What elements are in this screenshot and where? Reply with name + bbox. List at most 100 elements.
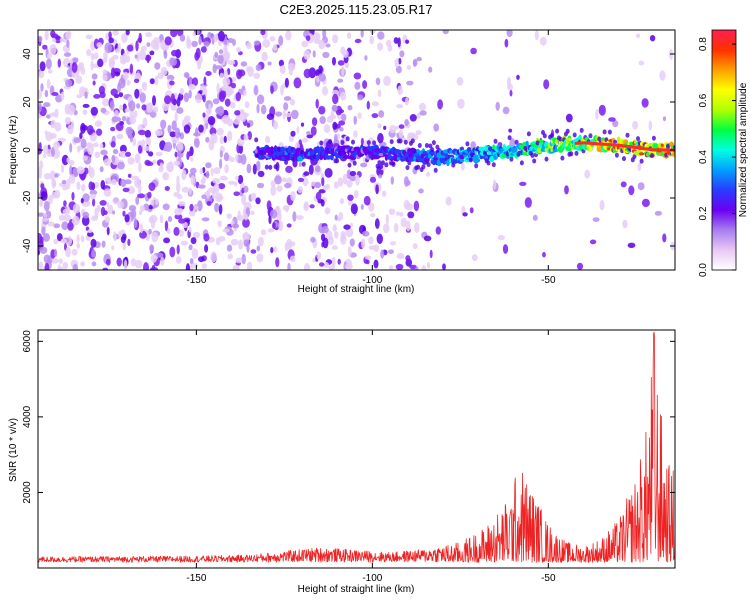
spectrogram-cell [73,137,81,144]
spectrogram-cell [63,200,67,207]
spectrogram-cell [219,158,223,169]
spectrogram-cell [174,127,181,139]
spectrogram-cell [255,197,261,205]
spectrogram-cell [38,147,43,155]
spectrogram-cell [186,151,190,161]
spectrogram-cell [240,61,248,67]
spectrogram-cell [133,217,138,228]
spectrogram-cell [410,138,415,144]
spectrogram-cell [86,125,94,135]
spectrogram-cell [112,54,119,60]
spectrogram-cell [340,140,345,146]
spectrogram-cell [56,233,63,242]
spectrogram-cell [241,194,247,206]
spectrogram-cell [507,135,512,141]
spectrogram-cell [87,144,94,156]
spectrogram-cell [206,200,212,206]
spectrogram-cell [153,37,161,46]
spectrogram-cell [49,44,57,55]
snr-y-tick-label: 6000 [22,330,33,353]
spectrogram-cell [127,157,135,165]
spectrogram-cell [104,42,112,54]
spectrogram-cell [177,141,184,151]
spectrogram-cell [104,216,111,223]
spectrogram-cell [128,100,136,112]
spectrogram-cell [139,205,145,212]
spectrogram-cell [164,220,169,232]
spectrogram-cell [243,90,247,97]
spectrogram-cell [76,234,80,244]
spectrogram-cell [117,201,125,209]
spectrogram-cell [324,207,331,215]
spectrogram-cell [387,44,393,52]
spectrogram-cell [564,185,569,195]
spectrogram-cell [203,76,207,86]
spectrogram-cell [159,162,164,170]
spectrogram-cell [94,182,99,189]
spectrogram-cell [192,77,199,87]
spectrogram-cell [428,66,433,73]
spectrogram-cell [405,165,410,171]
spectrogram-cell [100,149,108,156]
spectrogram-cell [250,249,257,254]
spectrogram-cell [404,119,409,127]
spectrogram-cell [471,254,478,261]
spectrogram-cell [468,157,473,163]
spectrogram-cell [235,92,241,102]
spectrogram-cell [278,35,284,46]
spectrogram-cell [321,225,329,234]
spectrogram-cell [303,68,311,79]
spectrogram-cell [654,210,663,216]
spectrogram-cell [483,150,487,156]
spectrogram-cell [247,131,252,140]
spectrogram-cell [218,49,224,54]
spectrogram-cell [243,134,249,141]
spectrogram-cell [138,210,143,215]
spectrogram-cell [338,212,344,221]
snr-x-tick-label: -50 [541,573,556,584]
spectrogram-y-ticks: -40 -20 0 20 40 [22,48,675,253]
spectrogram-cell [108,37,114,44]
spectrogram-cell [275,257,280,268]
spectrogram-cell [504,38,509,48]
spectrogram-cell [68,174,76,184]
spectrogram-x-tick-label: -100 [362,275,382,286]
spectrogram-cell [331,245,338,250]
spectrogram-cell [167,124,172,134]
spectrogram-cell [328,265,335,270]
spectrogram-cell [284,112,293,118]
spectrogram-cell [286,223,292,228]
spectrogram-cell [300,122,305,127]
spectrogram-cell [80,198,84,204]
spectrogram-cell [82,155,88,161]
spectrogram-cell [270,209,278,219]
spectrogram-cell [506,77,512,88]
spectrogram-cell [150,219,156,229]
spectrogram-cell [253,85,259,96]
spectrogram-cell [66,39,70,48]
spectrogram-cell [419,110,427,116]
spectrogram-cell [322,30,327,39]
spectrogram-cell [164,95,172,105]
spectrogram-cell [226,244,233,252]
spectrogram-cell [304,201,309,209]
spectrogram-cell [224,35,228,46]
spectrogram-cell [311,117,318,126]
spectrogram-cell [54,249,58,257]
spectrogram-cell [380,160,385,166]
spectrogram-cell [127,186,136,195]
spectrogram-cell [141,81,148,91]
spectrogram-cell [627,242,636,248]
spectrogram-cell [256,253,264,263]
spectrogram-cell [189,167,197,174]
spectrogram-cell [76,166,85,175]
spectrogram-cell [279,65,286,74]
spectrogram-cell [357,94,364,101]
spectrogram-cell [184,115,191,122]
spectrogram-cell [395,263,404,270]
spectrogram-cell [122,187,130,193]
spectrogram-cell [81,125,89,131]
spectrogram-cell [97,205,101,210]
spectrogram-cell [41,217,49,222]
spectrogram-cell [203,41,210,47]
